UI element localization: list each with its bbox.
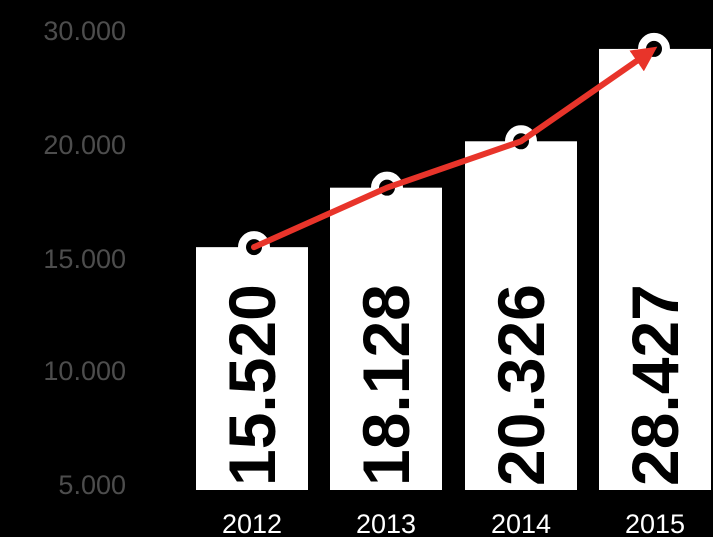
x-axis-categories: 2012 2013 2014 2015 bbox=[222, 509, 685, 537]
y-axis-ticks: 5.000 10.000 15.000 20.000 30.000 bbox=[43, 16, 126, 500]
y-tick-label: 5.000 bbox=[58, 470, 126, 500]
y-tick-label: 20.000 bbox=[43, 130, 126, 160]
value-label: 18.128 bbox=[349, 284, 423, 486]
bar bbox=[599, 48, 711, 491]
value-label: 20.326 bbox=[484, 284, 558, 486]
value-label: 15.520 bbox=[215, 284, 289, 486]
value-label: 28.427 bbox=[618, 284, 692, 486]
x-category-label: 2014 bbox=[491, 509, 551, 537]
x-category-label: 2012 bbox=[222, 509, 282, 537]
y-tick-label: 15.000 bbox=[43, 244, 126, 274]
trend-line bbox=[238, 32, 670, 264]
bar bbox=[330, 187, 442, 491]
bar bbox=[465, 141, 577, 490]
y-tick-label: 10.000 bbox=[43, 356, 126, 386]
trend-arrow bbox=[251, 46, 658, 251]
x-category-label: 2015 bbox=[625, 509, 685, 537]
bar bbox=[196, 247, 308, 490]
value-labels: 15.520 18.128 20.326 28.427 bbox=[215, 284, 692, 486]
y-tick-label: 30.000 bbox=[43, 16, 126, 46]
bars bbox=[196, 48, 711, 491]
x-category-label: 2013 bbox=[356, 509, 416, 537]
